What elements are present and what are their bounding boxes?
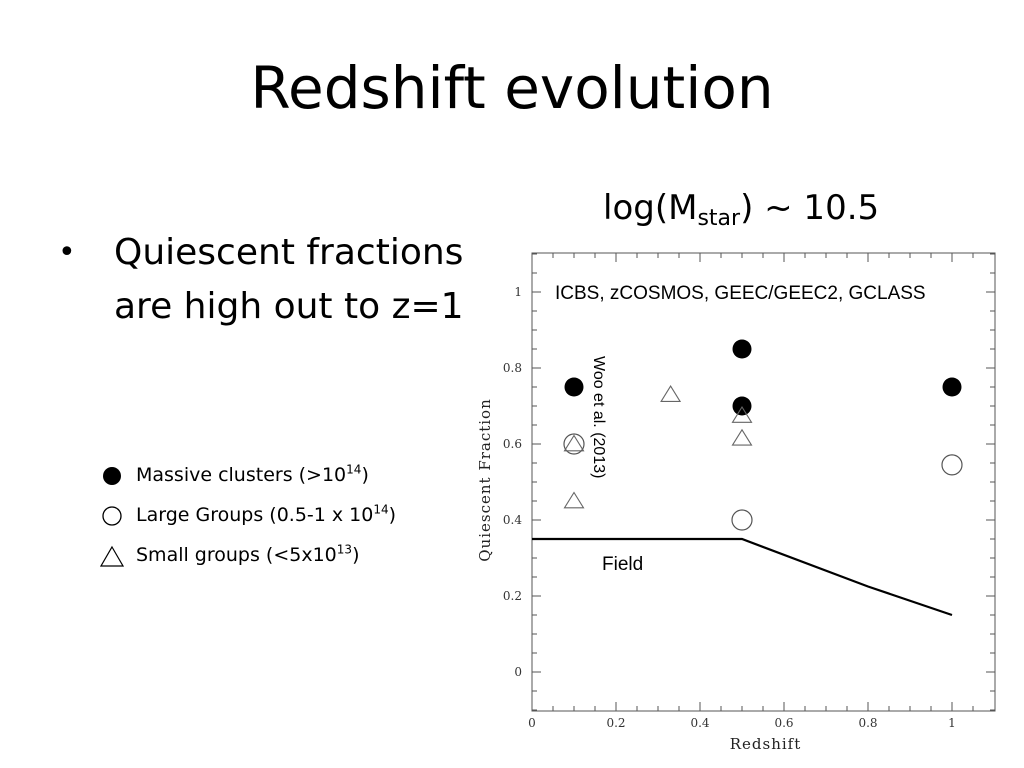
x-tick-label: 0.4 [690,716,709,730]
open-circle-icon [102,506,122,526]
massive-cluster-point [732,339,752,359]
x-axis-title: Redshift [730,735,802,753]
filled-circle-icon [103,467,121,485]
x-tick-label: 0.6 [774,716,793,730]
field-line [532,537,953,617]
x-tick-label: 0 [528,716,536,730]
bullet-dot-icon: • [58,235,76,270]
plot-frame [531,252,996,712]
y-tick-label: 1 [514,285,522,299]
legend-label-large-groups: Large Groups (0.5-1 x 1014) [136,502,397,526]
small-group-point [563,491,585,509]
large-group-point [731,509,753,531]
large-group-point [563,433,585,455]
y-tick-label: 0.8 [503,361,522,375]
small-group-point [563,434,585,452]
small-group-point [660,385,682,402]
y-tick-label: 0.2 [503,589,522,603]
massive-cluster-point [942,377,962,397]
open-triangle-icon [100,545,124,567]
reference-annotation: Woo et al. (2013) [590,356,607,478]
x-tick-label: 0.8 [858,716,877,730]
legend-label-massive-clusters: Massive clusters (>1014) [136,462,369,486]
massive-cluster-point [564,377,584,397]
stellar-mass-subtitle: log(Mstar) ~ 10.5 [603,188,880,231]
small-group-point [731,405,753,423]
y-tick-label: 0.6 [503,437,522,451]
slide-title: Redshift evolution [250,54,774,122]
small-group-point [731,428,753,446]
bullet-text: Quiescent fractions are high out to z=1 [114,232,464,327]
large-group-point [941,454,963,476]
y-tick-label: 0.4 [503,513,522,527]
survey-annotation: ICBS, zCOSMOS, GEEC/GEEC2, GCLASS [555,283,926,304]
x-tick-label: 1 [948,716,956,730]
x-tick-label: 0.2 [606,716,625,730]
y-axis-title: Quiescent Fraction [476,398,494,562]
y-tick-label: 0 [514,665,522,679]
field-line-label: Field [602,554,643,575]
legend-label-small-groups: Small groups (<5x1013) [136,542,360,566]
